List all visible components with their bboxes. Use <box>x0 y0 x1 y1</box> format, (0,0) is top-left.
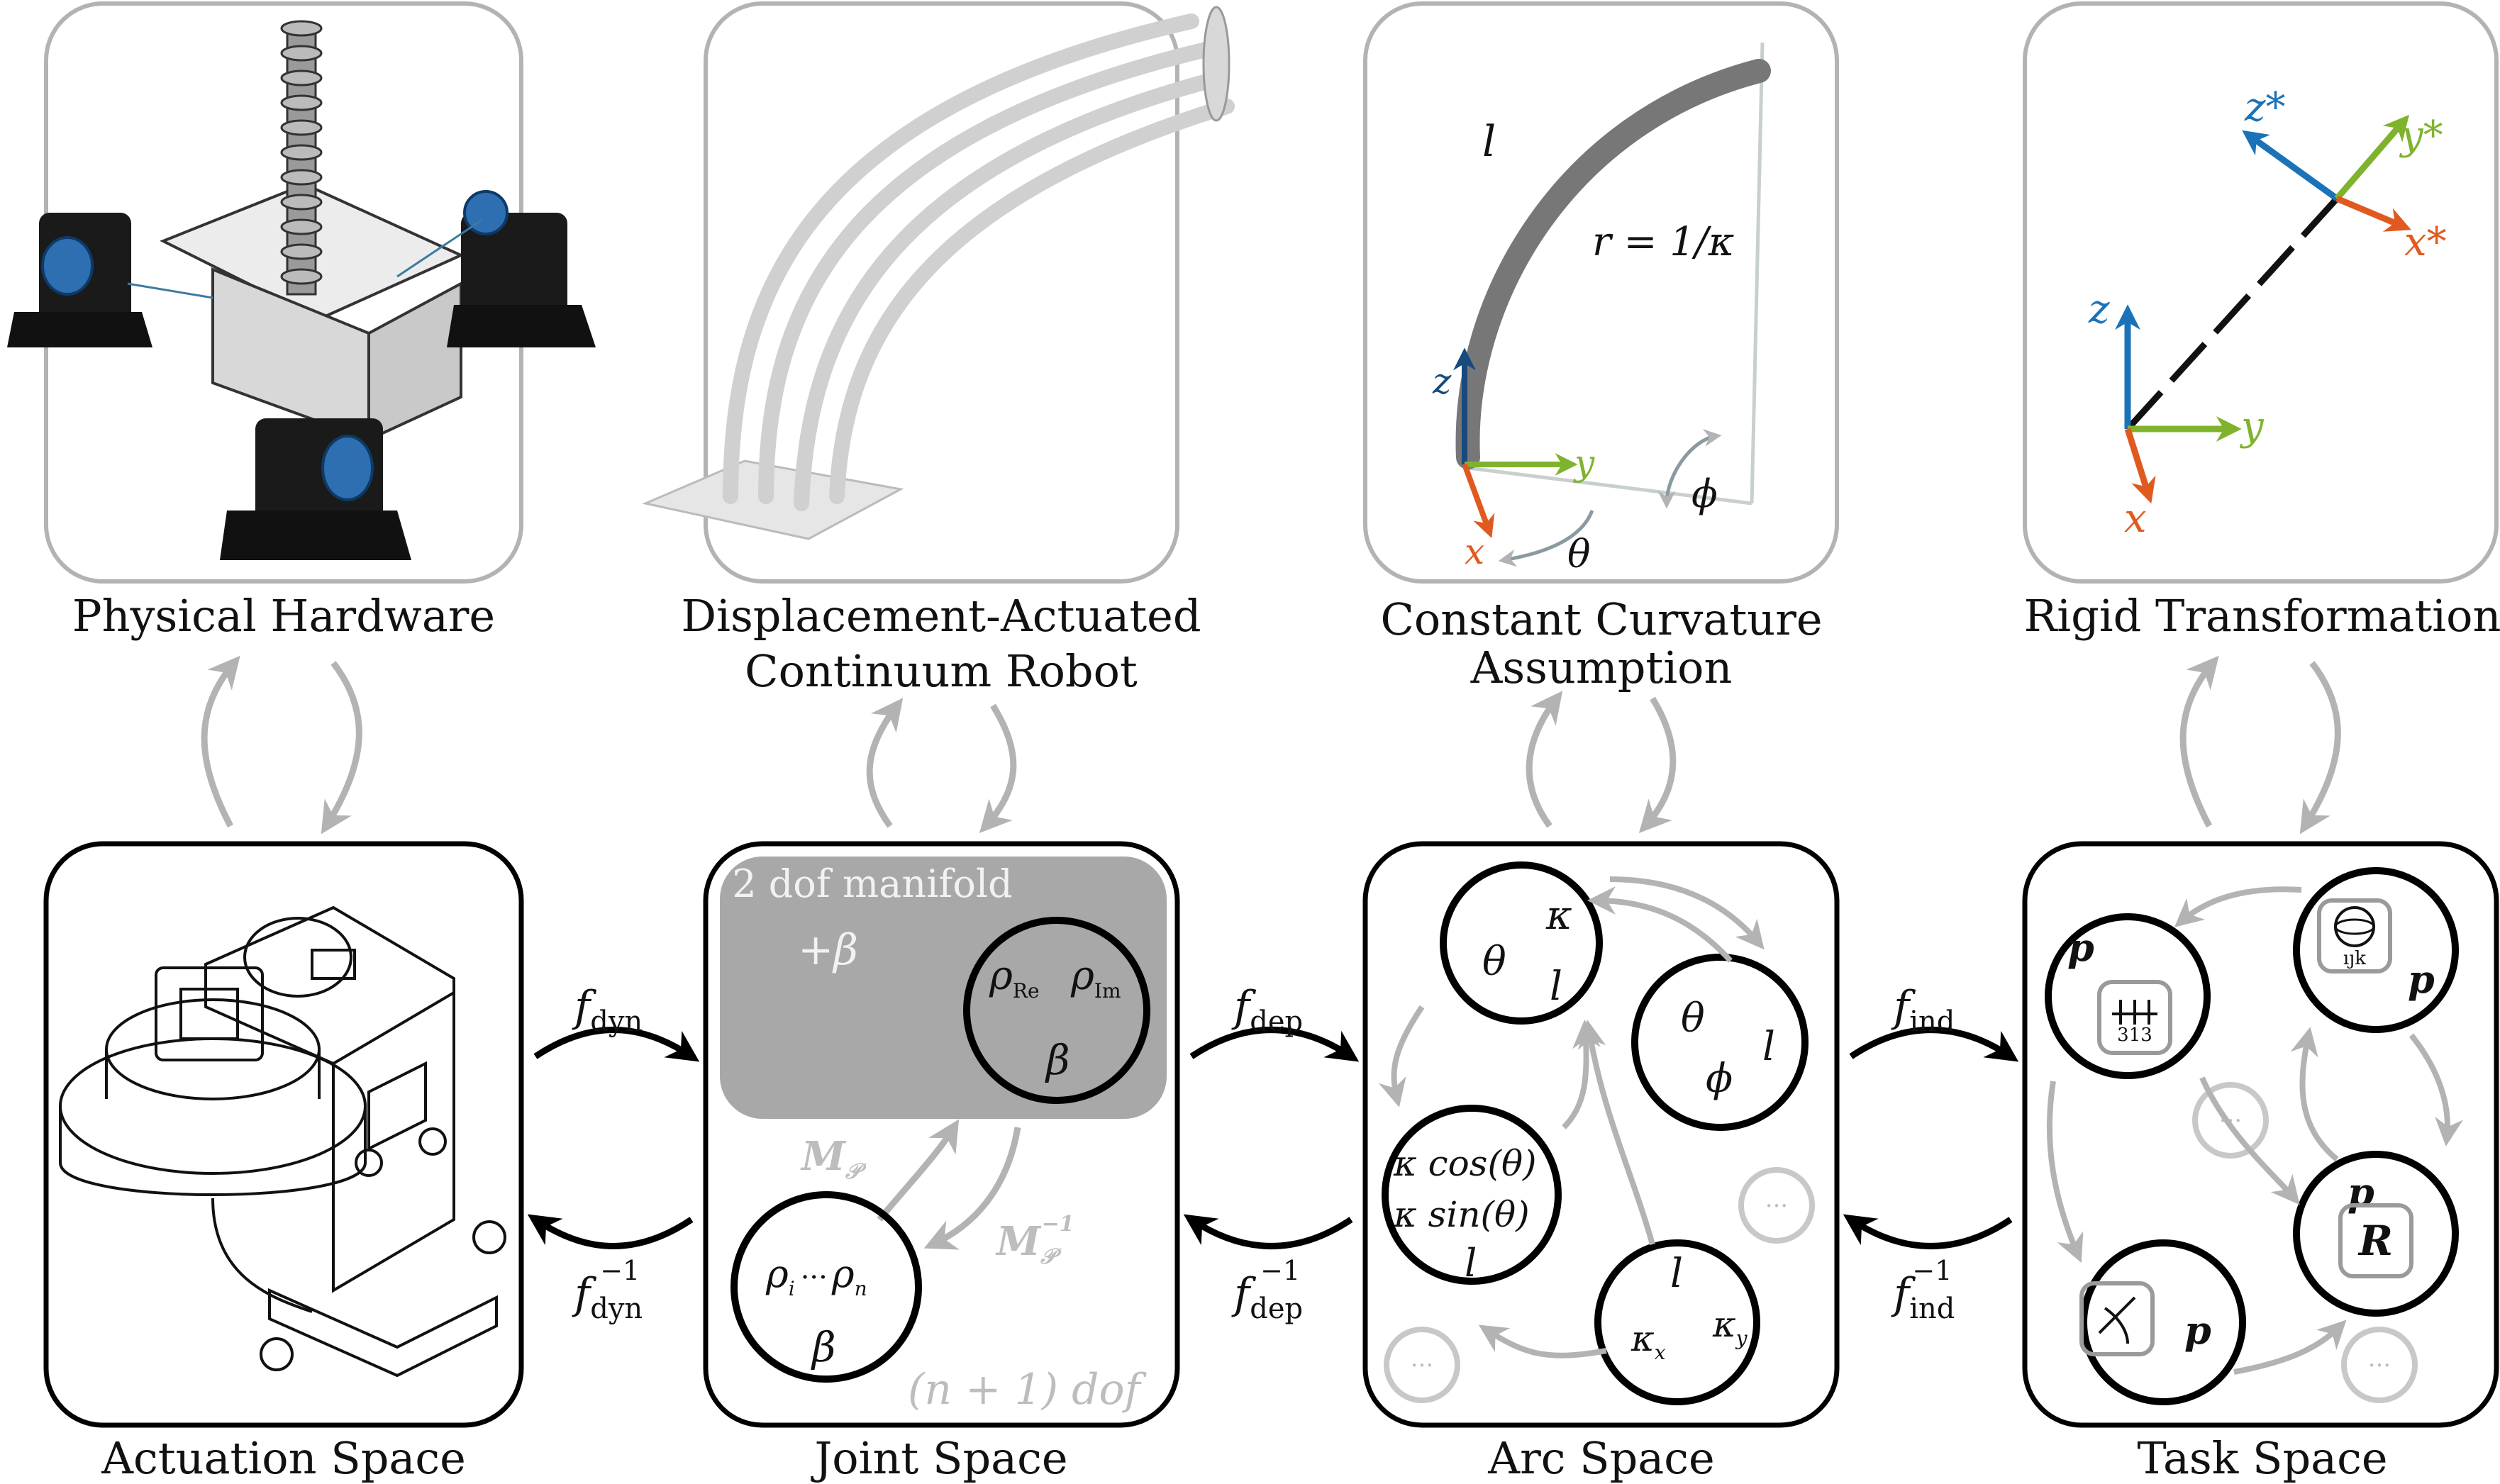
panel-joint-space: 2 dof manifold +β ρRe ρIm β M𝒫 M𝒫−1 ρi ··… <box>703 841 1180 1428</box>
axis-label-y-star: y* <box>2399 113 2443 159</box>
arc-more-parameterizations <box>1384 1167 1815 1403</box>
arc-param-circle-2 <box>1631 954 1809 1131</box>
task-p-axis-angle: p <box>2184 1307 2211 1353</box>
label-f-dep: fdep <box>1231 982 1303 1038</box>
caption-constant-curvature-line2: Assumption <box>1470 642 1733 693</box>
mapping-arrows <box>527 1027 2019 1249</box>
caption-physical-hardware: Physical Hardware <box>72 590 495 642</box>
dof-label: (n + 1) dof <box>908 1365 1148 1415</box>
panel-actuation-space <box>43 841 524 1428</box>
label-f-dep-inverse: fdep−1 <box>1231 1255 1303 1325</box>
task-quaternion-circle <box>2293 867 2459 1033</box>
task-rotation-matrix-circle <box>2293 1151 2459 1317</box>
task-axis-angle-circle <box>2080 1239 2246 1405</box>
rho-i-to-rho-n: ρi ··· ρn <box>765 1251 867 1300</box>
panel-rigid-transformation: z* y* x* z y x <box>2023 1 2499 584</box>
motor-right <box>447 190 596 347</box>
label-theta: θ <box>1567 532 1591 576</box>
axis-label-y: y <box>1573 442 1595 484</box>
arc-c2-l: l <box>1762 1024 1775 1070</box>
arc-c3-l: l <box>1465 1241 1477 1285</box>
arc-param-circle-4 <box>1594 1239 1760 1405</box>
caption-joint-space: Joint Space <box>810 1432 1067 1484</box>
arc-c1-kappa: κ <box>1545 893 1572 939</box>
axis-label-x-base: x <box>2124 496 2147 542</box>
task-euler-circle <box>2045 913 2211 1079</box>
axis-label-x: x <box>1465 531 1484 572</box>
axis-label-y-base: y <box>2239 403 2265 450</box>
vertical-link-arrows <box>201 655 2341 835</box>
panel-task-space: p 313 ıȷk p p R p ··· ··· <box>2022 841 2499 1428</box>
task-conversion-arrows <box>2046 886 2463 1375</box>
arc-c2-phi: ϕ <box>1706 1056 1733 1102</box>
arc-ellipsis-right: ··· <box>1765 1192 1788 1220</box>
manifold-plus-beta: +β <box>798 925 858 975</box>
map-m-p: M𝒫 <box>800 1133 867 1184</box>
caption-constant-curvature-line1: Constant Curvature <box>1380 593 1822 645</box>
panel-physical-hardware <box>7 1 596 584</box>
spacer-disc-stack <box>280 20 323 285</box>
task-ellipsis-bottom: ··· <box>2368 1351 2391 1380</box>
label-f-ind-inverse: find−1 <box>1891 1255 1955 1325</box>
task-more-parameterizations <box>2192 1082 2418 1403</box>
motor-bottom <box>220 418 411 560</box>
panel-arc-space: θ κ l θ ϕ l κ cos(θ) κ sin(θ) l l κx κy … <box>1362 841 1840 1428</box>
caption-actuation-space: Actuation Space <box>101 1432 466 1484</box>
continuum-rods <box>723 13 1235 511</box>
servo-line-drawing <box>59 905 506 1378</box>
motor-left <box>7 213 152 347</box>
task-p-euler: p <box>2067 925 2094 970</box>
panel-constant-curvature: l r = 1/κ z y x θ ϕ <box>1363 1 1839 584</box>
rho-im: ρIm <box>1070 953 1121 1003</box>
arc-c4-kappa-x: κx <box>1630 1318 1666 1364</box>
task-p-quaternion: p <box>2408 956 2435 1002</box>
caption-task-space: Task Space <box>2137 1432 2387 1484</box>
label-f-dyn: fdyn <box>572 982 643 1038</box>
axis-label-z-base: z <box>2088 286 2110 333</box>
axis-label-x-star: x* <box>2404 219 2447 265</box>
caption-arc-space: Arc Space <box>1487 1432 1714 1484</box>
label-radius: r = 1/κ <box>1592 219 1735 265</box>
beta-manifold: β <box>1045 1036 1070 1084</box>
arc-c4-kappa-y: κy <box>1712 1304 1748 1350</box>
rotation-matrix-R: R <box>2357 1217 2393 1265</box>
arc-c4-l: l <box>1670 1251 1683 1297</box>
beta-joint: β <box>811 1323 836 1371</box>
joint-coordinates-circle <box>730 1191 922 1383</box>
axis-label-z-star: z* <box>2244 84 2286 130</box>
label-f-ind: find <box>1891 982 1955 1038</box>
quaternion-code: ıȷk <box>2343 948 2366 969</box>
euler-sequence-code: 313 <box>2117 1025 2152 1046</box>
arc-c3-kcos: κ cos(θ) <box>1393 1143 1537 1184</box>
arc-conversion-arrows <box>1378 876 1765 1359</box>
arc-c1-theta: θ <box>1482 939 1506 985</box>
arc-ellipsis-left: ··· <box>1411 1351 1433 1380</box>
task-p-rotation: p <box>2348 1169 2374 1215</box>
label-arc-length: l <box>1482 117 1496 167</box>
label-phi: ϕ <box>1691 472 1718 516</box>
map-m-p-inverse: M𝒫−1 <box>995 1212 1074 1269</box>
arc-c2-theta: θ <box>1681 995 1705 1042</box>
manifold-title: 2 dof manifold <box>732 861 1013 906</box>
arc-c3-ksin: κ sin(θ) <box>1393 1194 1530 1235</box>
axis-label-z: z <box>1432 361 1452 402</box>
arc-param-circle-1 <box>1440 861 1603 1025</box>
manifold-coordinates-circle <box>963 917 1150 1104</box>
arc-param-circle-3 <box>1382 1105 1562 1285</box>
caption-continuum-robot-line2: Continuum Robot <box>745 645 1138 697</box>
panel-continuum-robot <box>642 1 1235 584</box>
rho-re: ρRe <box>989 953 1040 1003</box>
caption-continuum-robot-line1: Displacement-Actuated <box>681 590 1201 642</box>
arc-c1-l: l <box>1550 964 1562 1010</box>
label-f-dyn-inverse: fdyn−1 <box>572 1255 643 1325</box>
caption-rigid-transformation: Rigid Transformation <box>2024 590 2500 642</box>
